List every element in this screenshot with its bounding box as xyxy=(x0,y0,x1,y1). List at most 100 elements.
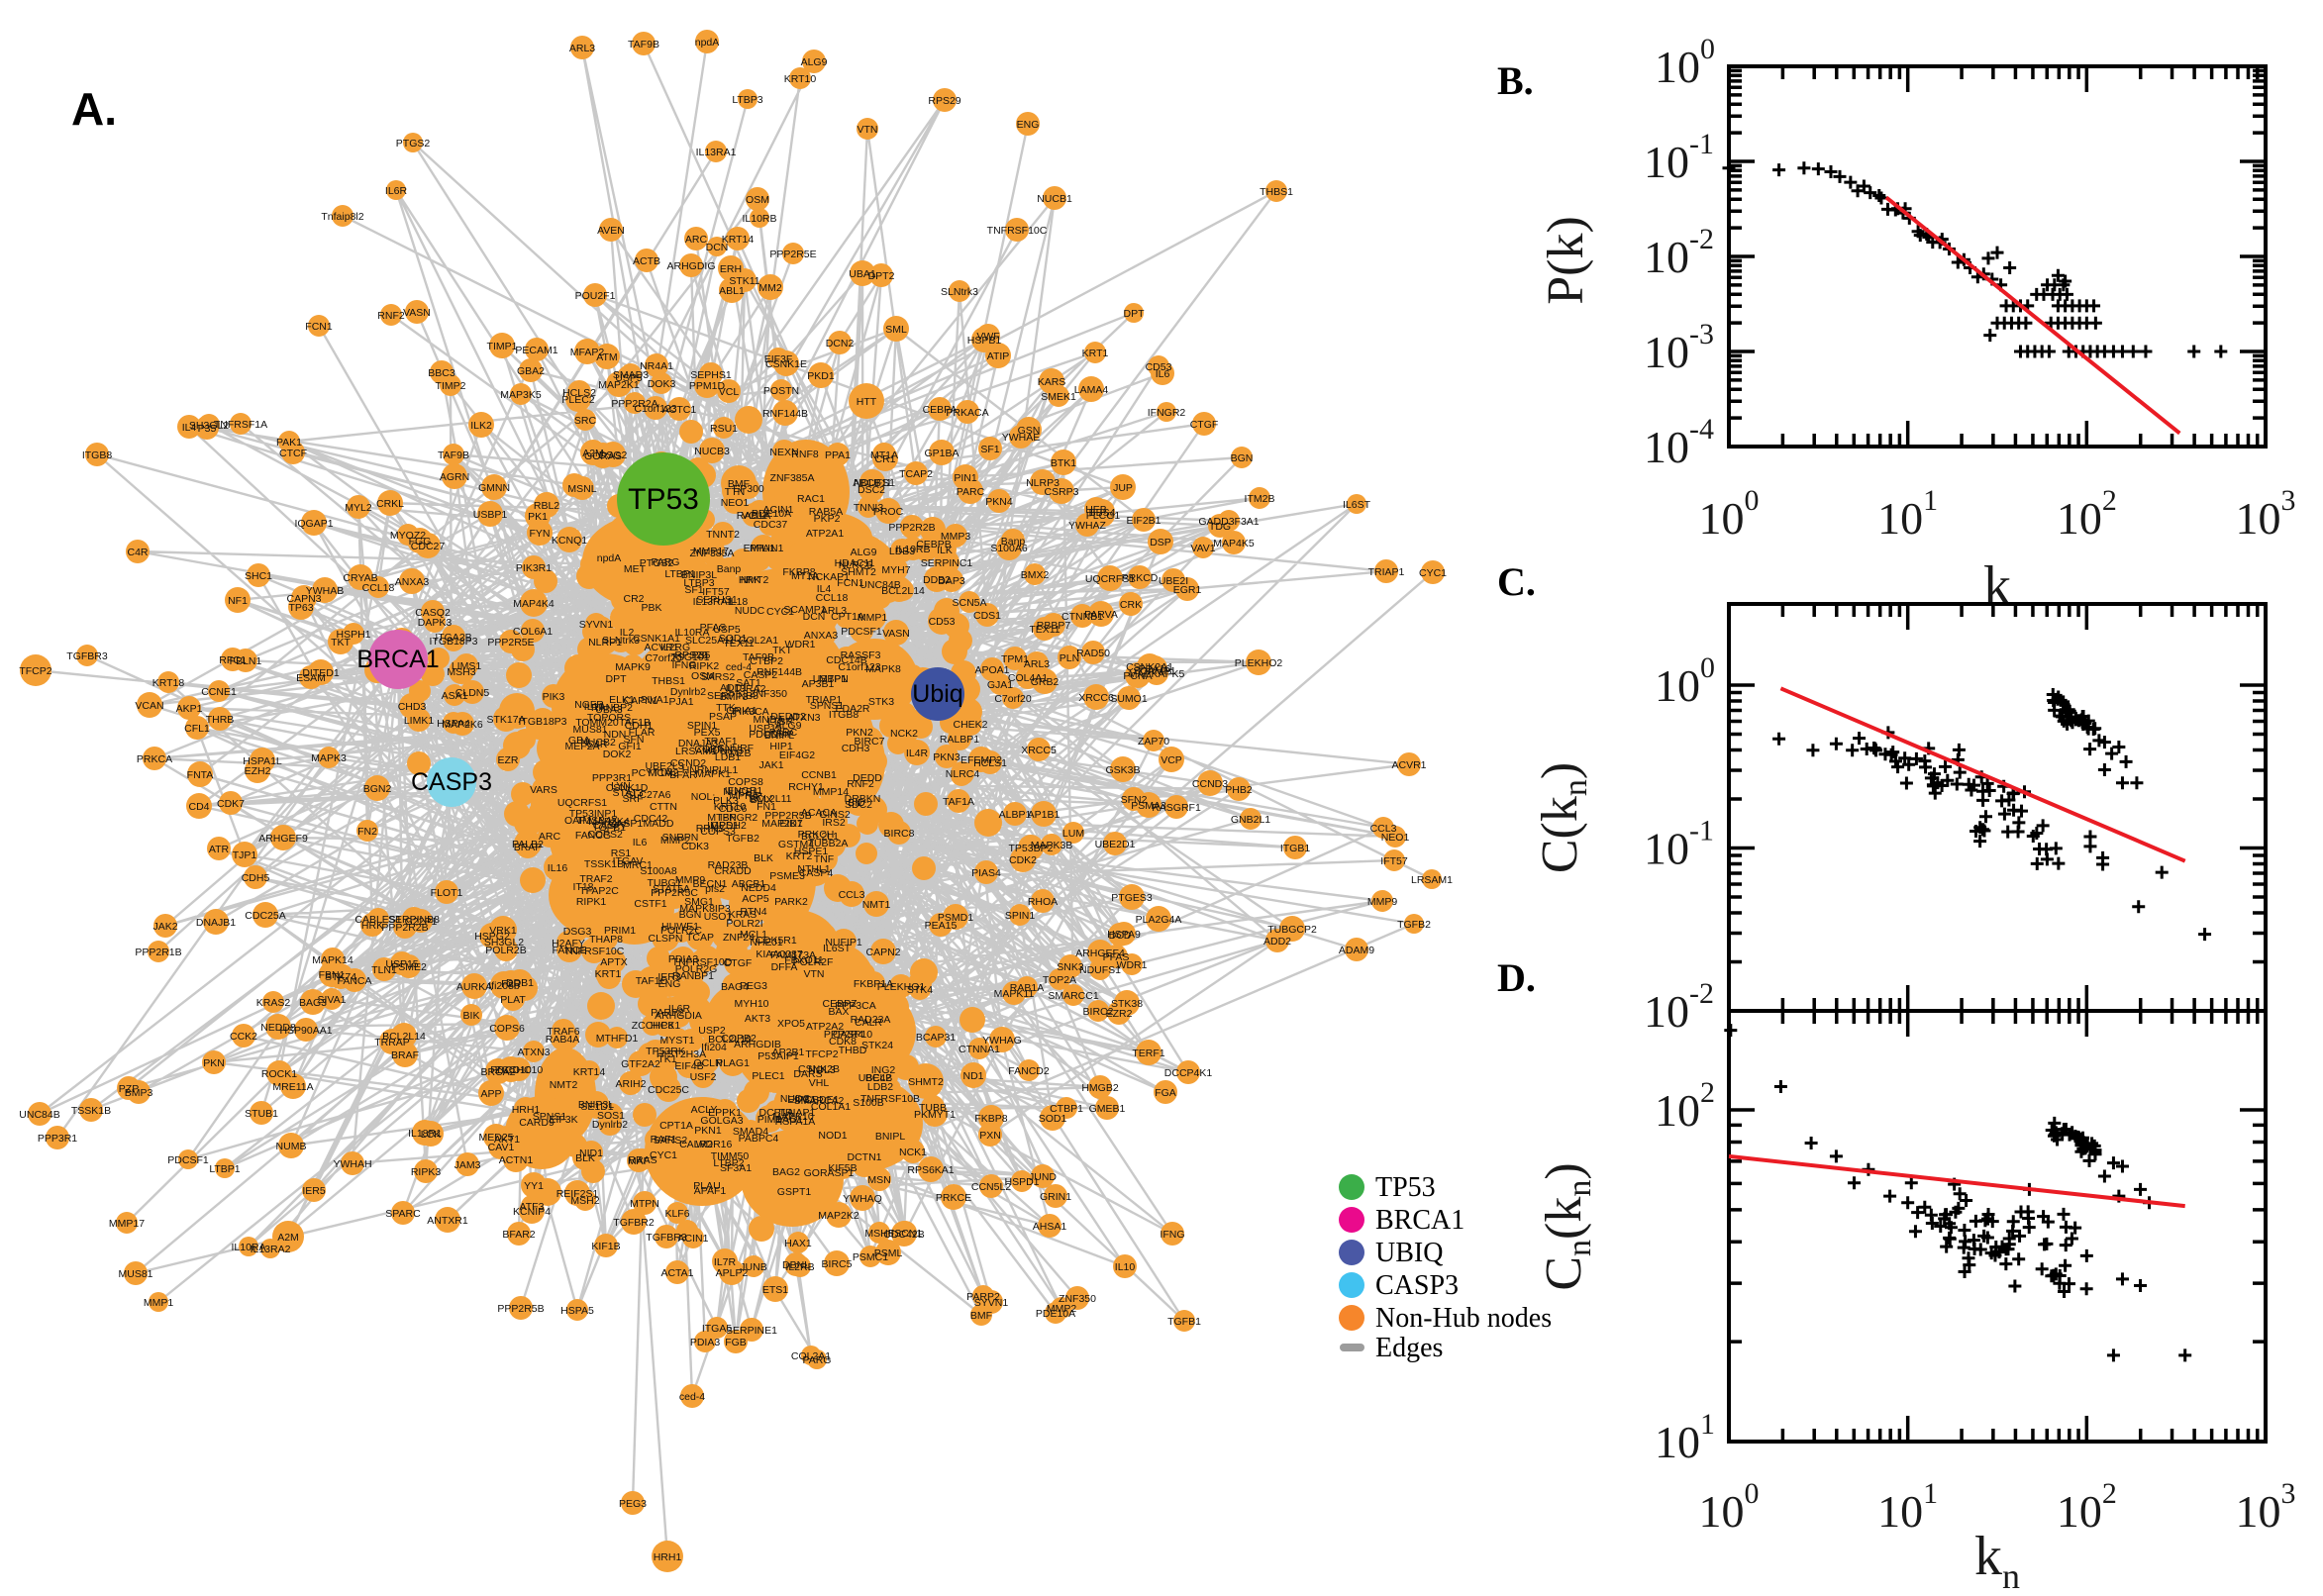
svg-text:TIMP2: TIMP2 xyxy=(436,380,466,392)
svg-text:PLEKHO2: PLEKHO2 xyxy=(1235,657,1283,669)
svg-text:ROCK1: ROCK1 xyxy=(261,1068,297,1080)
svg-text:DSG2: DSG2 xyxy=(599,449,628,461)
svg-text:MYOZ2: MYOZ2 xyxy=(390,530,426,542)
svg-text:TMSB4X: TMSB4X xyxy=(576,815,618,827)
svg-text:FGB: FGB xyxy=(725,1337,747,1348)
svg-text:B.: B. xyxy=(1497,58,1534,103)
svg-text:10: 10 xyxy=(1655,42,1700,92)
svg-text:P53AIP1: P53AIP1 xyxy=(758,1050,799,1062)
svg-text:CDK2: CDK2 xyxy=(1009,854,1037,866)
svg-text:PPP3CA: PPP3CA xyxy=(835,1000,875,1012)
svg-text:KLF6: KLF6 xyxy=(664,1208,689,1220)
svg-text:AP3B1: AP3B1 xyxy=(802,678,835,690)
svg-text:EZR: EZR xyxy=(498,754,519,766)
svg-text:IQGAP1: IQGAP1 xyxy=(294,518,333,530)
svg-text:ACP5: ACP5 xyxy=(742,893,769,905)
svg-text:JUP: JUP xyxy=(1113,482,1133,494)
svg-text:IL16: IL16 xyxy=(548,862,568,874)
svg-text:USBP1: USBP1 xyxy=(473,509,508,521)
svg-text:-2: -2 xyxy=(1689,223,1714,255)
svg-text:OSM: OSM xyxy=(746,194,769,206)
svg-text:FN1: FN1 xyxy=(757,801,776,813)
svg-text:k: k xyxy=(1983,555,2011,617)
svg-text:CAPN2: CAPN2 xyxy=(865,947,900,958)
svg-text:EIF4G2: EIF4G2 xyxy=(779,749,815,761)
svg-text:CSTF1: CSTF1 xyxy=(634,898,666,910)
svg-text:IL10RB: IL10RB xyxy=(742,213,776,225)
svg-text:PPA1: PPA1 xyxy=(825,449,851,461)
svg-text:C1orf123: C1orf123 xyxy=(634,403,676,415)
svg-text:TOPORS: TOPORS xyxy=(587,712,631,724)
svg-text:0: 0 xyxy=(1700,33,1715,65)
svg-text:YWHAE: YWHAE xyxy=(1002,432,1041,444)
svg-text:ATIP: ATIP xyxy=(987,350,1010,362)
svg-text:SPIN1: SPIN1 xyxy=(1005,910,1036,922)
svg-text:JAK2: JAK2 xyxy=(152,921,177,933)
svg-text:NOL:: NOL: xyxy=(691,791,716,803)
svg-text:PTGES3: PTGES3 xyxy=(1111,892,1153,904)
svg-text:PIK3CA: PIK3CA xyxy=(732,706,768,718)
svg-text:YWHAQ: YWHAQ xyxy=(843,1193,882,1205)
svg-text:RIPK3: RIPK3 xyxy=(411,1166,442,1178)
svg-text:BAG4: BAG4 xyxy=(721,981,749,993)
svg-text:S100B: S100B xyxy=(853,1097,884,1109)
svg-text:10: 10 xyxy=(2057,493,2102,544)
svg-text:ALG9: ALG9 xyxy=(801,56,828,68)
svg-text:-2: -2 xyxy=(1689,977,1714,1010)
svg-text:KCNQ1: KCNQ1 xyxy=(552,535,587,547)
svg-text:PRKACA: PRKACA xyxy=(946,407,988,419)
svg-text:TFCP2: TFCP2 xyxy=(805,1048,838,1060)
svg-text:10: 10 xyxy=(1655,1417,1700,1467)
svg-text:IL6: IL6 xyxy=(1156,368,1170,380)
svg-text:npdA: npdA xyxy=(695,37,720,49)
svg-text:BRCA1: BRCA1 xyxy=(356,646,439,673)
svg-text:SERPINC1: SERPINC1 xyxy=(921,557,973,569)
svg-text:CHD3: CHD3 xyxy=(398,701,427,713)
svg-text:BCL2L1: BCL2L1 xyxy=(801,831,839,843)
svg-text:THRB: THRB xyxy=(206,714,235,726)
svg-text:CDK7: CDK7 xyxy=(217,798,245,810)
svg-text:2: 2 xyxy=(1700,1076,1715,1109)
svg-text:1: 1 xyxy=(1923,1477,1938,1510)
svg-text:YWHAH: YWHAH xyxy=(333,1158,371,1170)
svg-text:MMP17: MMP17 xyxy=(109,1218,145,1230)
svg-text:CYC1: CYC1 xyxy=(650,1149,677,1161)
svg-text:MTHFD1: MTHFD1 xyxy=(596,1033,639,1045)
svg-text:ARL3: ARL3 xyxy=(569,43,595,54)
svg-text:TAF9B: TAF9B xyxy=(438,449,469,461)
svg-text:FAM173A: FAM173A xyxy=(770,949,816,961)
svg-text:MYL2: MYL2 xyxy=(345,502,372,514)
svg-text:DAP3: DAP3 xyxy=(938,575,965,587)
svg-text:TRAF6: TRAF6 xyxy=(547,1026,579,1038)
svg-text:UBIQ: UBIQ xyxy=(1375,1238,1443,1268)
svg-text:FNTA: FNTA xyxy=(187,769,214,781)
svg-text:SYVN1: SYVN1 xyxy=(579,619,614,631)
svg-text:CDH5: CDH5 xyxy=(242,872,270,884)
svg-text:HRK: HRK xyxy=(361,920,383,932)
svg-text:TUBB: TUBB xyxy=(919,1102,947,1114)
svg-text:HAX1: HAX1 xyxy=(784,1238,812,1249)
svg-text:10: 10 xyxy=(2057,1486,2102,1537)
svg-text:TAF9B: TAF9B xyxy=(628,39,659,50)
svg-text:SERPINB8: SERPINB8 xyxy=(388,914,440,926)
svg-text:SLNtrk3: SLNtrk3 xyxy=(941,286,978,298)
svg-text:APLP2: APLP2 xyxy=(716,1267,749,1279)
svg-text:SLC25A11: SLC25A11 xyxy=(685,635,735,647)
svg-text:FLOT1: FLOT1 xyxy=(431,887,463,899)
svg-text:HDAC11: HDAC11 xyxy=(835,557,875,569)
svg-text:LCK: LCK xyxy=(421,1129,441,1141)
svg-text:C4R: C4R xyxy=(127,547,148,558)
svg-text:PJA1: PJA1 xyxy=(668,696,693,708)
svg-text:THBS1: THBS1 xyxy=(1260,186,1293,198)
svg-text:MAPK3B: MAPK3B xyxy=(1031,840,1073,851)
svg-text:PIN1: PIN1 xyxy=(954,472,977,484)
svg-text:COL6A1: COL6A1 xyxy=(513,626,553,638)
svg-text:LTBP3: LTBP3 xyxy=(732,94,762,106)
svg-text:COL1A1: COL1A1 xyxy=(811,1101,851,1113)
svg-text:F2R: F2R xyxy=(501,978,521,990)
svg-text:GORASP1: GORASP1 xyxy=(804,1167,855,1179)
svg-text:STUB1: STUB1 xyxy=(245,1108,278,1120)
svg-text:PARK2: PARK2 xyxy=(774,896,808,908)
svg-text:RIPK1: RIPK1 xyxy=(576,896,607,908)
svg-text:GFI1: GFI1 xyxy=(618,741,641,752)
